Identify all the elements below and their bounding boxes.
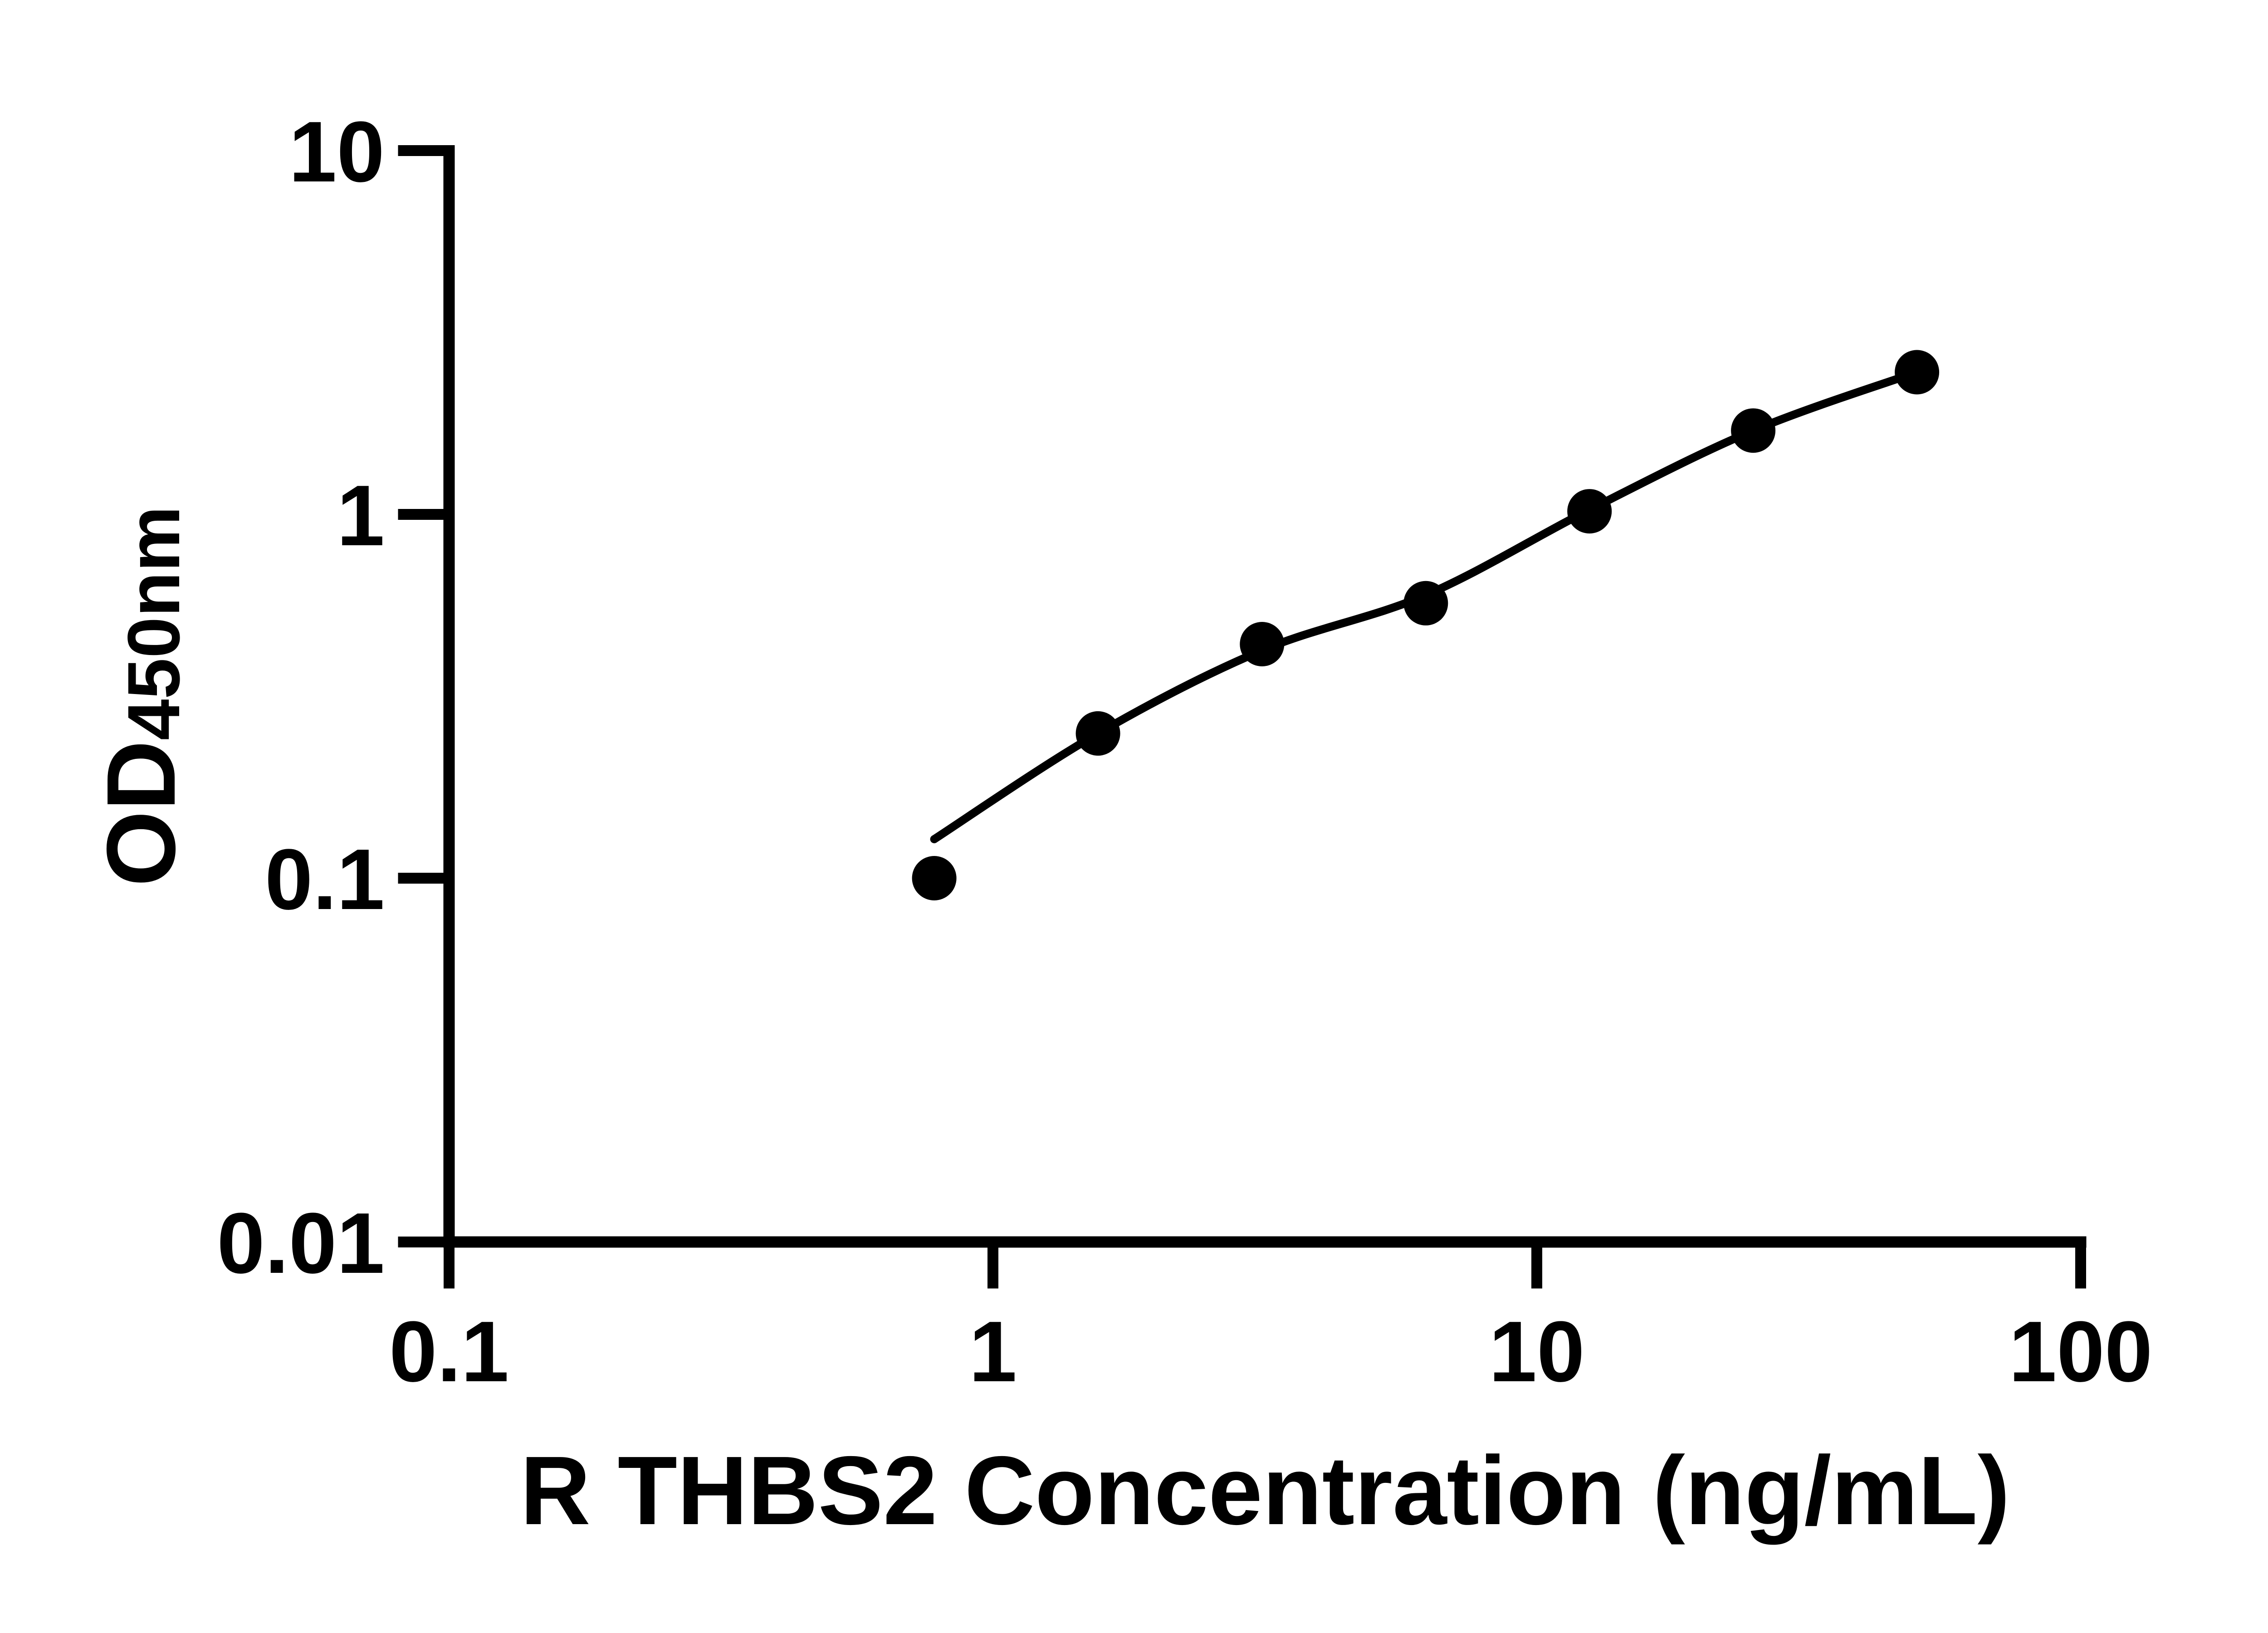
y-tick-label: 10 — [289, 104, 385, 200]
x-tick-label: 100 — [2009, 1304, 2152, 1400]
data-point — [1895, 350, 1940, 395]
data-point — [1403, 581, 1448, 626]
y-axis-title-subscript: 450nm — [112, 506, 195, 740]
data-point — [1240, 622, 1285, 666]
x-tick-label: 10 — [1489, 1304, 1584, 1400]
x-tick-label: 1 — [969, 1304, 1017, 1400]
data-point — [1567, 489, 1612, 534]
data-point — [1075, 711, 1120, 756]
data-series — [912, 350, 1940, 900]
y-axis-title: OD450nm — [86, 506, 196, 887]
axes — [443, 145, 2087, 1248]
x-axis-title: R THBS2 Concentration (ng/mL) — [520, 1436, 2010, 1545]
data-point — [912, 856, 957, 900]
y-tick-label: 1 — [337, 468, 385, 564]
data-point — [1731, 408, 1776, 453]
y-axis-title-main: OD — [86, 740, 196, 887]
y-tick-label: 0.1 — [265, 831, 385, 928]
y-tick-label: 0.01 — [217, 1195, 385, 1291]
axis-ticks — [398, 145, 2086, 1289]
x-tick-label: 0.1 — [389, 1304, 509, 1400]
